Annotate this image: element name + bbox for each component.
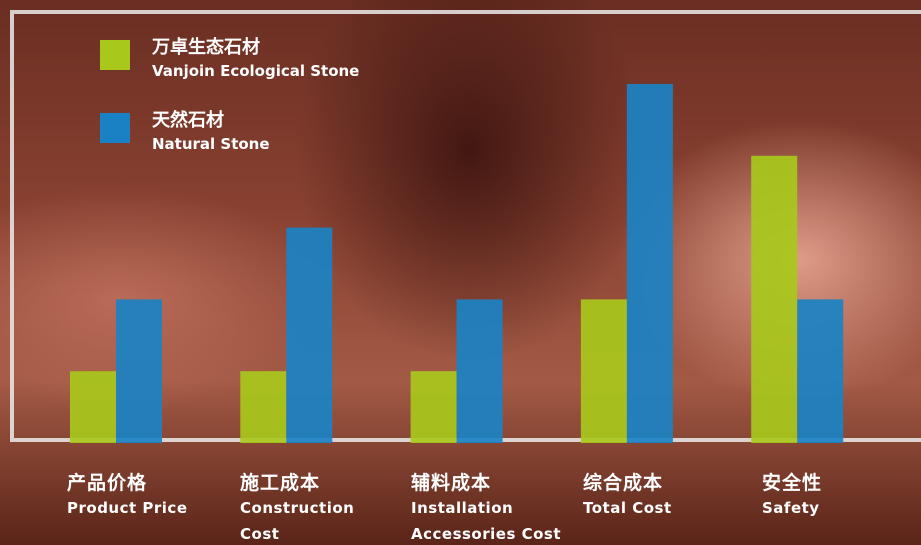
bar (580, 299, 627, 443)
bar (116, 299, 162, 443)
x-label: 辅料成本 (411, 472, 492, 494)
legend-label: 万卓生态石材 (152, 37, 260, 58)
x-label-en: Product Price (67, 499, 188, 517)
x-label: 安全性 (762, 472, 823, 494)
legend-swatch (100, 40, 130, 70)
bar (286, 227, 333, 443)
bar (410, 371, 457, 443)
bar (797, 299, 844, 443)
x-label: 产品价格 (67, 472, 148, 494)
x-label-en: Construction Cost (240, 499, 355, 543)
legend-label-en: Natural Stone (152, 135, 270, 153)
x-label-en: Total Cost (583, 499, 672, 517)
legend-swatch (100, 113, 130, 143)
x-label: 施工成本 (240, 472, 321, 494)
bar (70, 371, 116, 443)
legend-label: 天然石材 (152, 110, 224, 131)
x-label: 综合成本 (583, 472, 664, 494)
bar (626, 84, 673, 443)
bar (456, 299, 503, 443)
x-label-en: Installation Accessories Cost (411, 499, 562, 543)
x-label-en: Safety (762, 499, 820, 517)
bar (240, 371, 287, 443)
bar (751, 155, 798, 444)
legend-label-en: Vanjoin Ecological Stone (152, 62, 360, 80)
